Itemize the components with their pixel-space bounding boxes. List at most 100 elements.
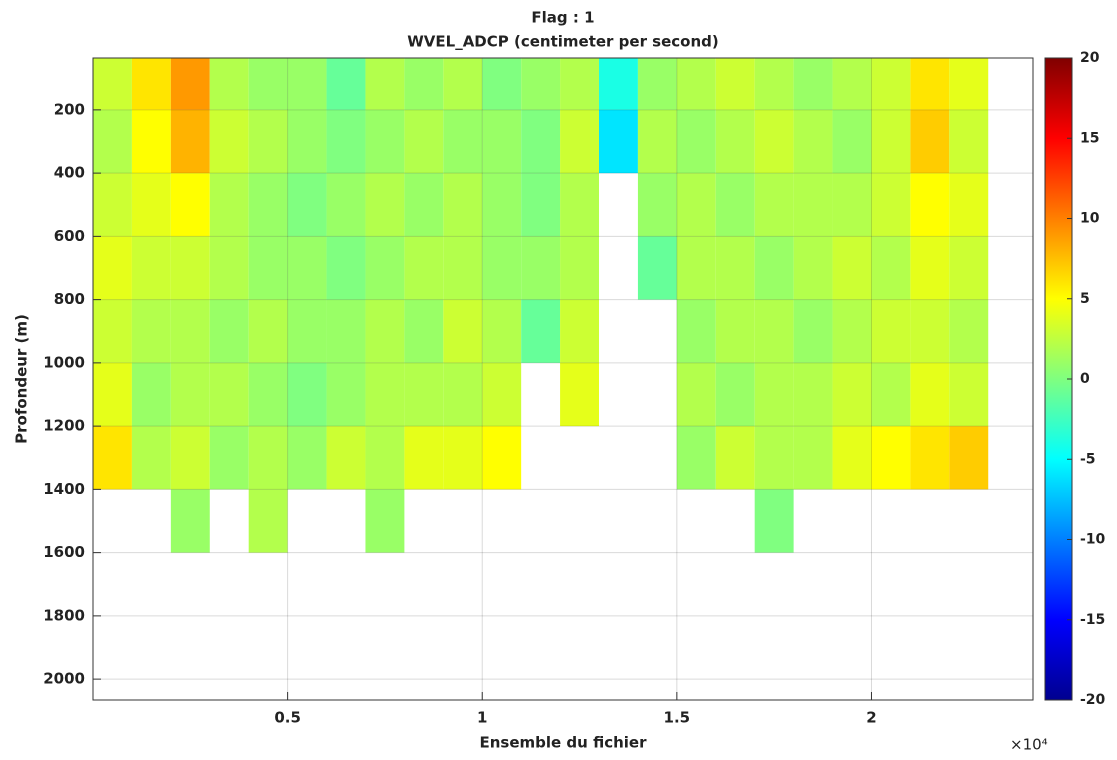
heatmap-cell [482,109,522,174]
heatmap-cell [482,58,522,110]
heatmap-cell [404,109,444,174]
heatmap-cell [248,236,288,300]
y-tick-label: 1400 [43,480,85,498]
heatmap-cell [793,109,833,174]
heatmap-cell [793,362,833,427]
heatmap-cell [443,362,483,427]
heatmap-cell [715,426,755,490]
heatmap-cell [93,173,132,237]
heatmap-cell [209,362,249,427]
heatmap-cell [871,426,911,490]
heatmap-cell [560,236,600,300]
heatmap-cell [715,299,755,363]
heatmap-cell [676,362,716,427]
heatmap-cell [715,58,755,110]
heatmap-cell [871,299,911,363]
chart-subtitle: WVEL_ADCP (centimeter per second) [407,33,719,51]
heatmap-cell [248,58,288,110]
heatmap-cells [93,58,989,553]
heatmap-cell [637,109,677,174]
heatmap-cell [326,58,366,110]
heatmap-cell [560,109,600,174]
heatmap-cell [832,236,872,300]
heatmap-cell [365,173,405,237]
heatmap-cell [482,236,522,300]
colorbar-tick-label: 0 [1080,371,1090,387]
heatmap-cell [365,299,405,363]
heatmap-cell [832,109,872,174]
heatmap-cell [599,58,638,110]
colorbar-tick-label: -10 [1080,532,1106,548]
heatmap-cell [287,109,327,174]
plot-frame [92,57,1034,701]
heatmap-cell [910,362,950,427]
heatmap-cell [209,58,249,110]
heatmap-cell [949,236,989,300]
heatmap-cell [287,426,327,490]
heatmap-cell [793,236,833,300]
heatmap-cell [871,236,911,300]
heatmap-cell [131,58,171,110]
heatmap-cell [560,362,600,427]
y-tick-label: 200 [54,100,85,118]
heatmap-cell [949,362,989,427]
heatmap-cell [443,236,483,300]
heatmap-cell [910,58,950,110]
heatmap-cell [754,299,794,363]
heatmap-cell [443,173,483,237]
heatmap-cell [832,173,872,237]
heatmap-cell [170,426,210,490]
heatmap-cell [676,426,716,490]
heatmap-cell [949,299,989,363]
heatmap-cell [131,173,171,237]
heatmap-cell [521,236,561,300]
heatmap-cell [793,173,833,237]
heatmap-cell [599,109,638,174]
x-tick-label: 2 [866,709,876,727]
heatmap-cell [443,426,483,490]
y-tick-label: 1800 [43,606,85,624]
heatmap-cell [482,426,522,490]
heatmap-cell [793,426,833,490]
heatmap-cell [910,109,950,174]
x-tick-label: 0.5 [274,709,301,727]
heatmap-cell [793,58,833,110]
heatmap-cell [131,236,171,300]
heatmap-cell [482,299,522,363]
heatmap-cell [832,426,872,490]
heatmap-cell [170,362,210,427]
heatmap-cell [637,236,677,300]
heatmap-cell [871,58,911,110]
heatmap-cell [404,299,444,363]
heatmap-cell [676,299,716,363]
heatmap-cell [793,299,833,363]
heatmap-cell [404,426,444,490]
heatmap-cell [248,109,288,174]
heatmap-cell [287,236,327,300]
heatmap-cell [443,58,483,110]
heatmap-cell [871,362,911,427]
heatmap-cell [365,362,405,427]
heatmap-cell [949,58,989,110]
x-tick-label: 1 [477,709,487,727]
heatmap-cell [521,173,561,237]
heatmap-cell [910,426,950,490]
heatmap-cell [404,173,444,237]
heatmap-cell [209,426,249,490]
heatmap-cell [521,58,561,110]
colorbar-tick-label: -20 [1080,692,1106,708]
heatmap-cell [209,236,249,300]
heatmap-cell [170,109,210,174]
colorbar-tick-label: -5 [1080,451,1096,467]
heatmap-cell [209,109,249,174]
heatmap-cell [482,173,522,237]
heatmap-cell [365,236,405,300]
heatmap-cell [676,236,716,300]
heatmap-cell [170,173,210,237]
heatmap-cell [93,426,132,490]
colorbar-tick-label: -15 [1080,612,1105,628]
heatmap-cell [287,173,327,237]
heatmap-cell [754,58,794,110]
heatmap-cell [248,362,288,427]
